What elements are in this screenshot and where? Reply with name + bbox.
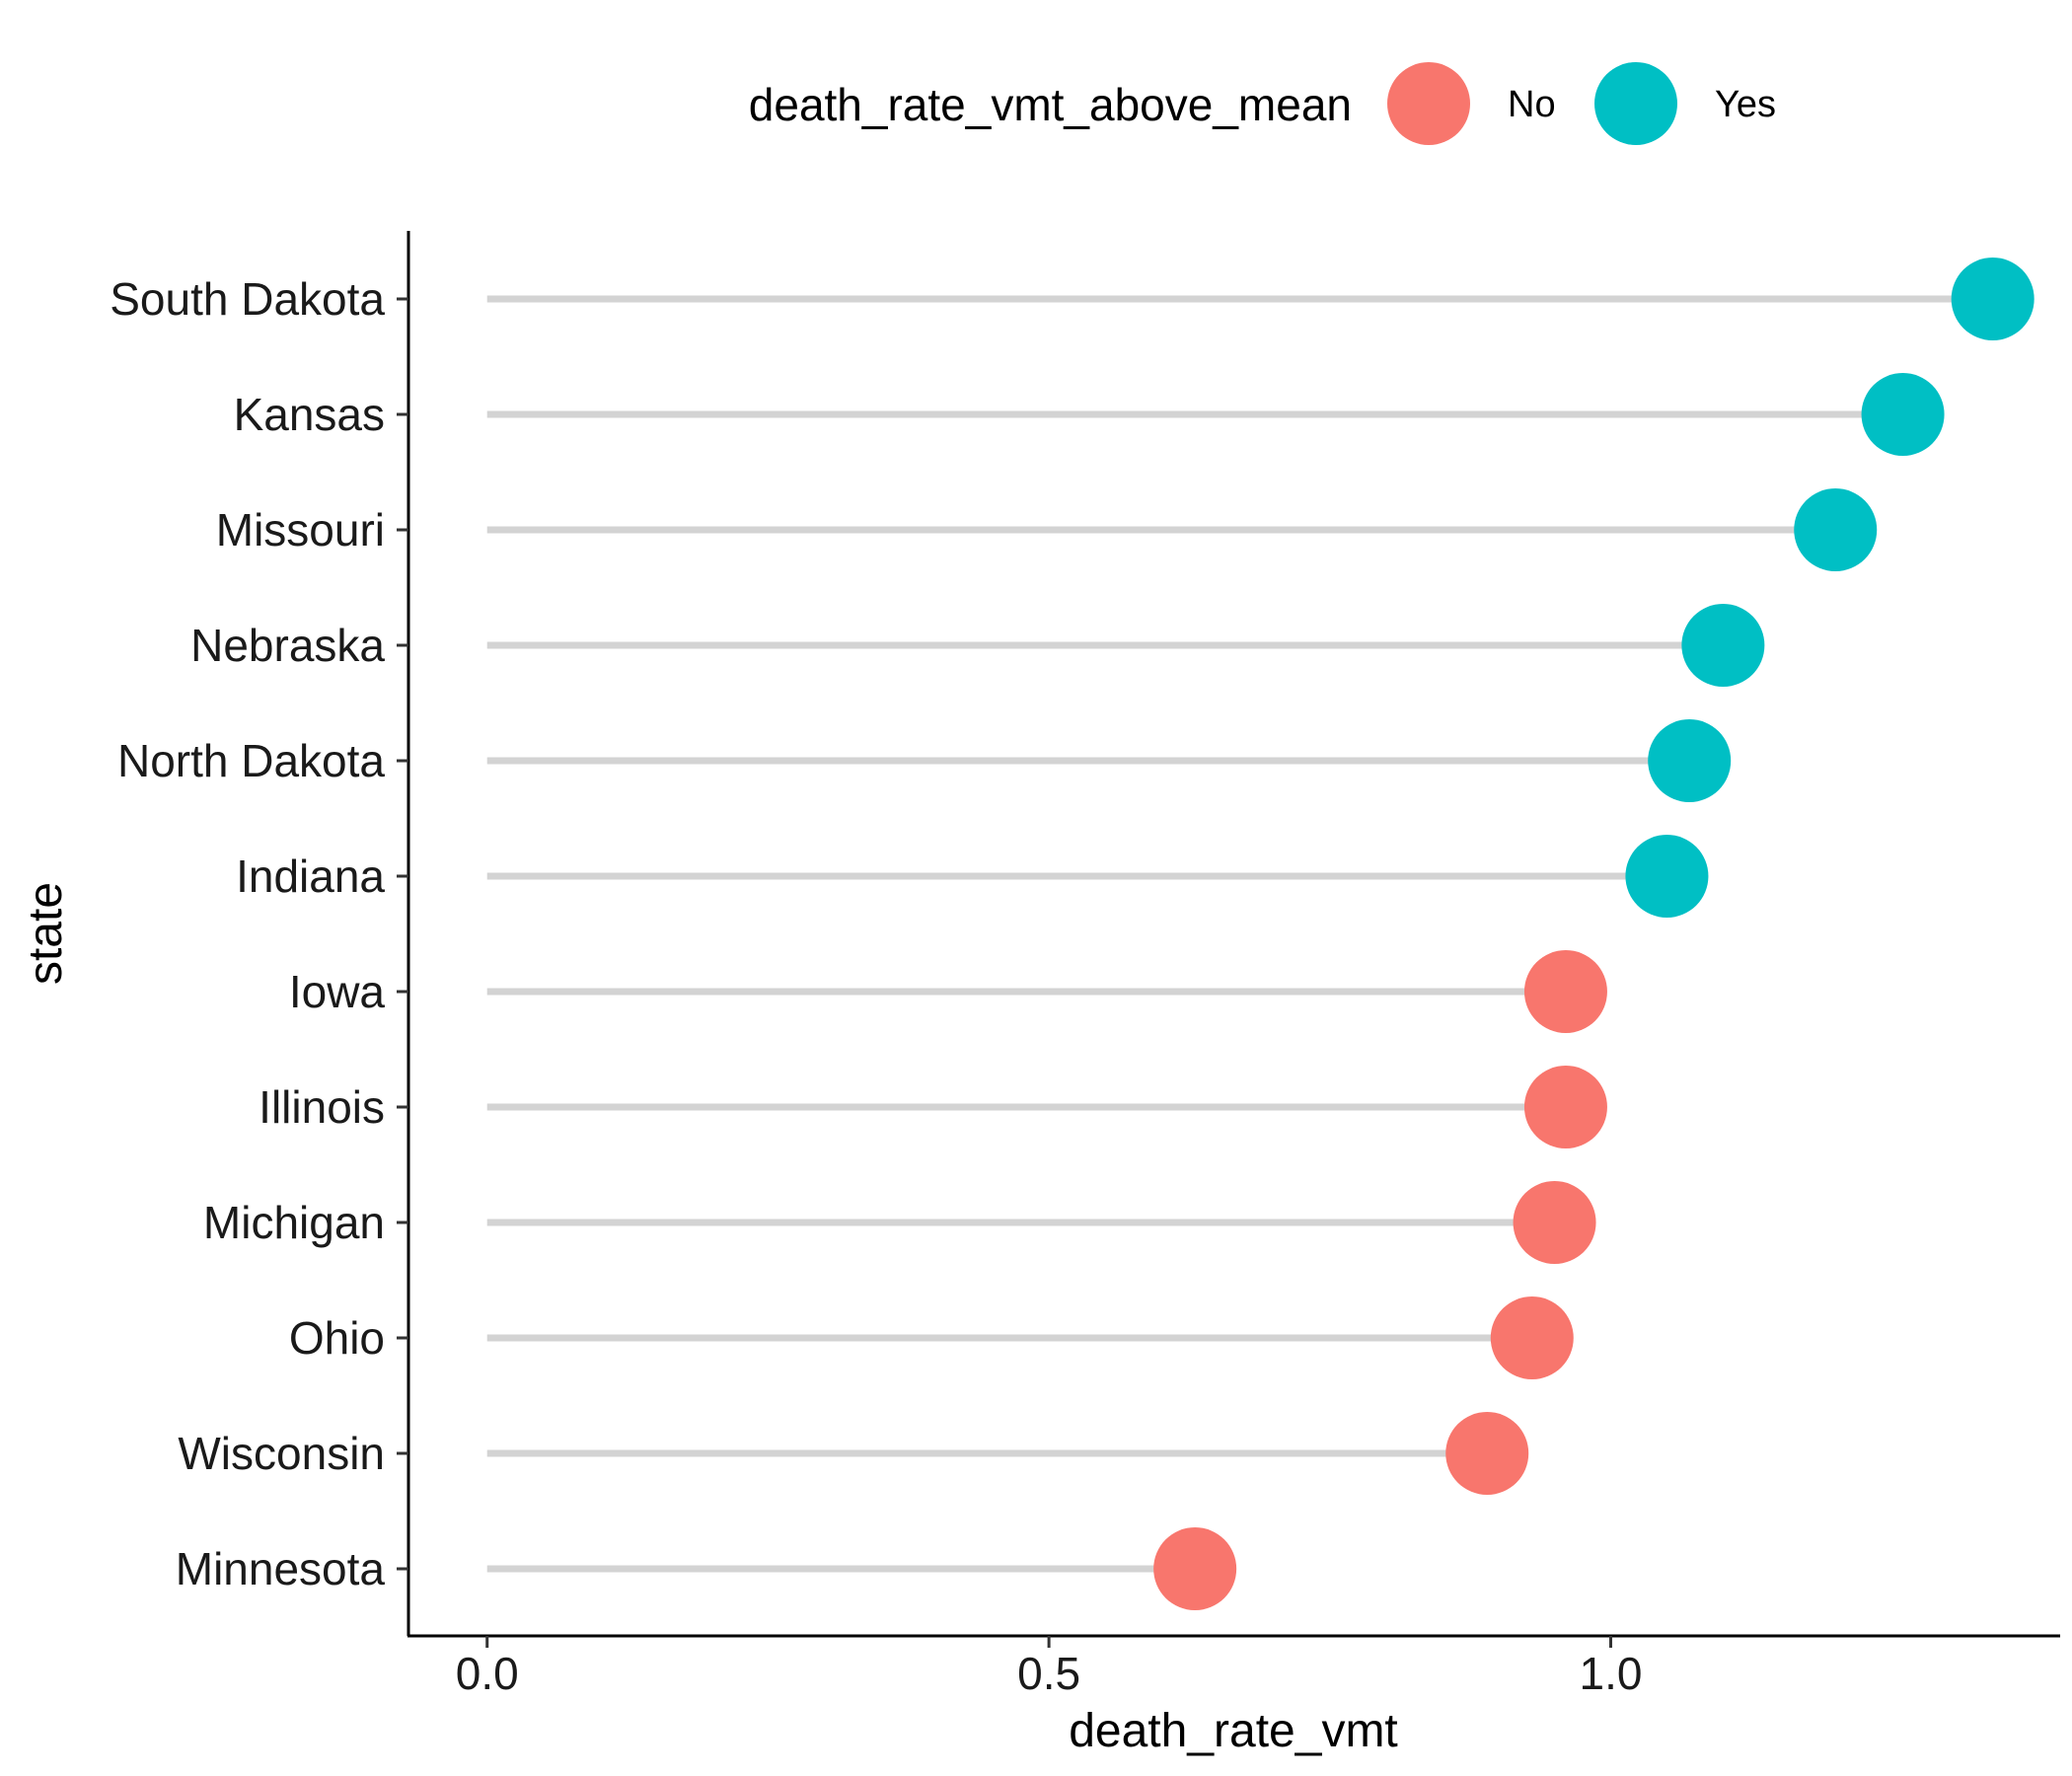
point-nebraska [1681,604,1765,687]
stems [486,295,1993,1573]
x-axis-ticks: 0.0 0.5 1.0 [456,1636,1643,1699]
y-tick-label-north-dakota: North Dakota [117,735,385,786]
y-tick-label-south-dakota: South Dakota [110,273,385,325]
y-tick-label-kansas: Kansas [234,389,385,440]
y-tick-label-nebraska: Nebraska [190,620,385,671]
point-south-dakota [1951,258,2035,340]
x-tick-label-0-0: 0.0 [456,1648,519,1699]
point-indiana [1625,835,1709,918]
point-north-dakota [1648,719,1732,802]
legend-entry-yes: Yes [1594,62,1776,145]
y-tick-label-indiana: Indiana [236,851,385,902]
y-tick-label-illinois: Illinois [259,1081,385,1133]
point-michigan [1513,1181,1596,1264]
point-iowa [1523,950,1607,1033]
y-axis-title: state [20,882,72,985]
legend-label-yes: Yes [1715,84,1776,125]
y-tick-label-ohio: Ohio [289,1312,385,1364]
point-minnesota [1153,1527,1237,1610]
legend-title: death_rate_vmt_above_mean [749,79,1352,130]
point-kansas [1861,373,1945,456]
x-tick-label-1-0: 1.0 [1580,1648,1643,1699]
y-tick-label-iowa: Iowa [289,966,386,1017]
legend-entry-no: No [1387,62,1556,145]
point-missouri [1794,488,1878,571]
y-tick-label-wisconsin: Wisconsin [178,1428,385,1479]
y-axis-ticks: South Dakota Kansas Missouri Nebraska North … [110,273,408,1594]
legend-label-no: No [1508,84,1556,125]
point-wisconsin [1445,1412,1529,1495]
legend: death_rate_vmt_above_mean No Yes [749,62,1776,145]
y-tick-label-minnesota: Minnesota [176,1543,386,1594]
point-ohio [1490,1296,1574,1379]
dots [1153,258,2035,1610]
x-axis-title: death_rate_vmt [1069,1705,1398,1757]
legend-swatch-no [1387,62,1470,145]
x-tick-label-0-5: 0.5 [1017,1648,1080,1699]
legend-swatch-yes [1594,62,1677,145]
y-tick-label-michigan: Michigan [203,1197,385,1248]
y-tick-label-missouri: Missouri [216,504,385,555]
point-illinois [1523,1066,1607,1148]
